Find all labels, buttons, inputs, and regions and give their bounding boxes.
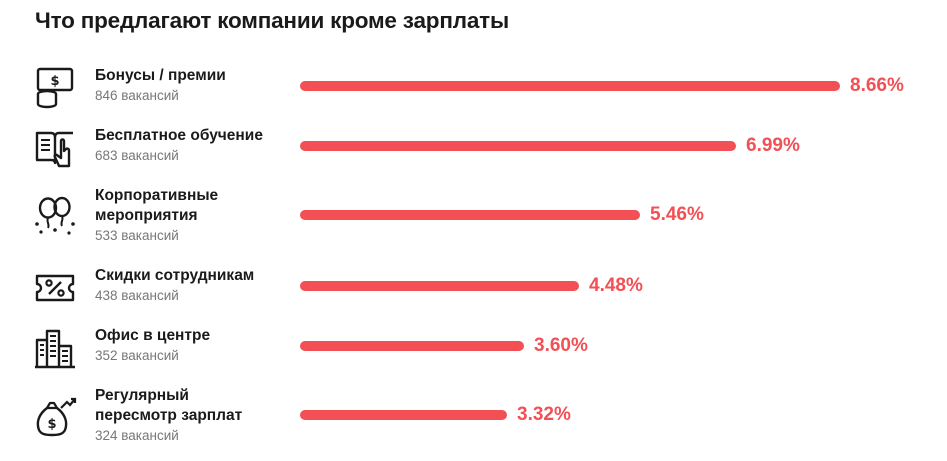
- city-buildings-icon: [33, 326, 77, 370]
- value-label: 4.48%: [589, 275, 643, 296]
- value-bar: [300, 281, 579, 291]
- vacancy-count: 324 вакансий: [95, 428, 179, 443]
- vacancy-count: 846 вакансий: [95, 88, 179, 103]
- benefit-label: Скидки сотрудникам: [95, 267, 255, 284]
- benefit-label: Корпоративные: [95, 187, 219, 204]
- balloons-icon: [33, 194, 77, 238]
- value-bar: [300, 81, 840, 91]
- benefit-row: $ Регулярный пересмотр зарплат 324 вакансий…: [0, 383, 947, 443]
- value-label: 3.32%: [517, 404, 571, 425]
- money-bill-coins-icon: $: [33, 66, 77, 110]
- value-bar: [300, 410, 507, 420]
- benefit-label: мероприятия: [95, 207, 198, 224]
- value-bar: [300, 341, 524, 351]
- benefit-label: Бесплатное обучение: [95, 127, 263, 144]
- book-hand-icon: [33, 126, 77, 170]
- benefit-label: Регулярный: [95, 387, 189, 404]
- vacancy-count: 533 вакансий: [95, 228, 179, 243]
- value-label: 6.99%: [746, 135, 800, 156]
- benefit-row: Корпоративные мероприятия 533 вакансий 5.46…: [0, 183, 947, 243]
- money-bag-growth-icon: $: [33, 394, 77, 438]
- value-bar: [300, 141, 736, 151]
- value-bar: [300, 210, 640, 220]
- value-label: 8.66%: [850, 75, 904, 96]
- benefit-row: Скидки сотрудникам 438 вакансий 4.48%: [0, 263, 947, 323]
- vacancy-count: 683 вакансий: [95, 148, 179, 163]
- svg-text:$: $: [50, 74, 59, 89]
- discount-ticket-icon: [33, 266, 77, 310]
- benefit-label: пересмотр зарплат: [95, 407, 243, 424]
- vacancy-count: 438 вакансий: [95, 288, 179, 303]
- value-label: 3.60%: [534, 335, 588, 356]
- benefit-row: Бесплатное обучение 683 вакансий 6.99%: [0, 123, 947, 183]
- benefit-row: Офис в центре 352 вакансий 3.60%: [0, 323, 947, 383]
- value-label: 5.46%: [650, 204, 704, 225]
- benefit-row: $ Бонусы / премии 846 вакансий 8.66%: [0, 63, 947, 123]
- benefit-label: Офис в центре: [95, 327, 211, 344]
- vacancy-count: 352 вакансий: [95, 348, 179, 363]
- benefit-label: Бонусы / премии: [95, 67, 226, 84]
- chart-title: Что предлагают компании кроме зарплаты: [35, 8, 509, 33]
- svg-text:$: $: [47, 417, 56, 432]
